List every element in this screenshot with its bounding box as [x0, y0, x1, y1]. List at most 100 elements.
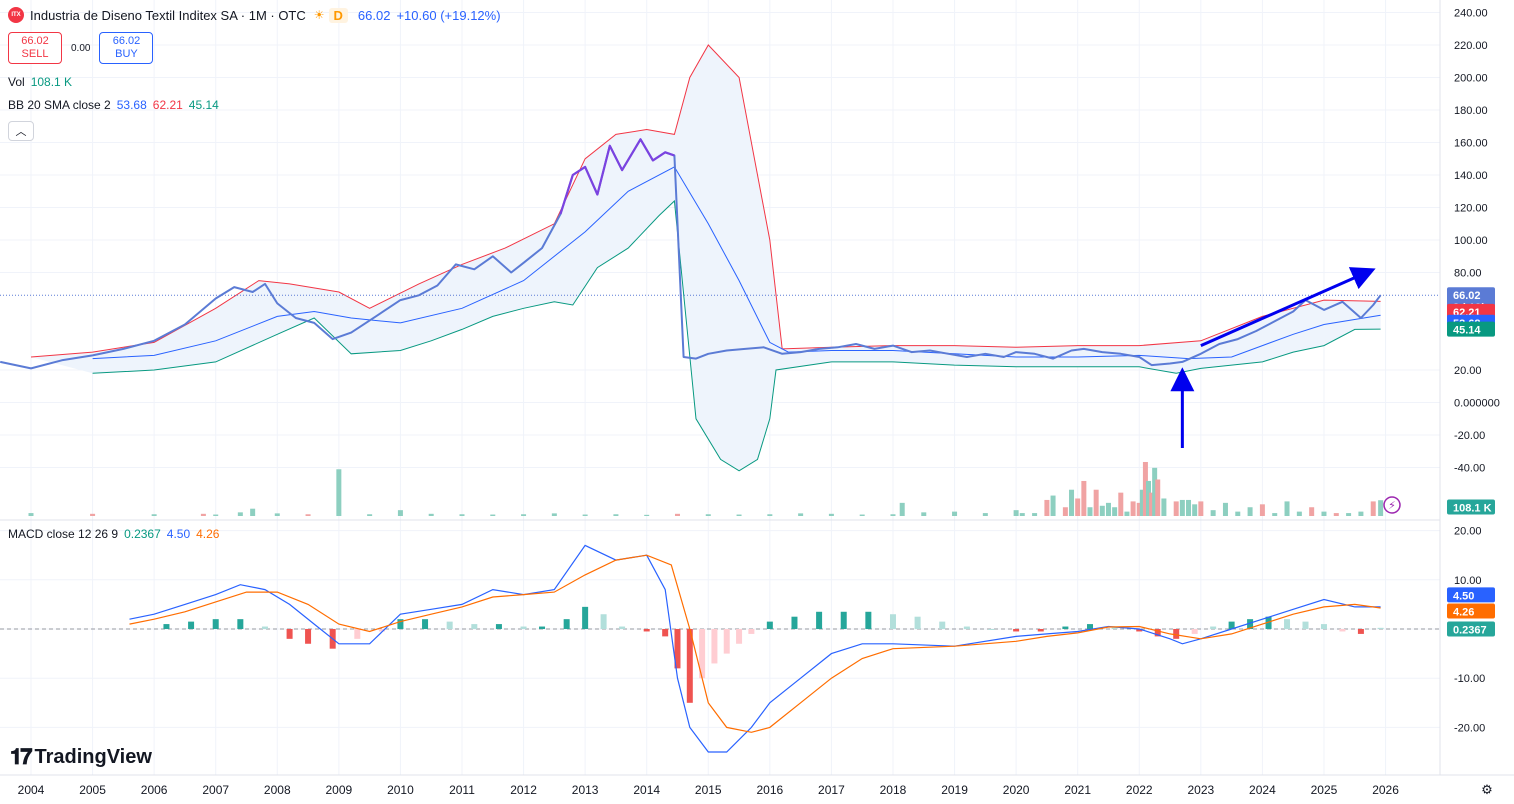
macd-legend[interactable]: MACD close 12 26 9 0.2367 4.50 4.26 — [8, 527, 219, 541]
sell-button[interactable]: 66.02 SELL — [8, 32, 62, 64]
collapse-legend-button[interactable]: ︿ — [8, 121, 34, 141]
bb-legend[interactable]: BB 20 SMA close 2 53.68 62.21 45.14 — [8, 98, 219, 112]
macd-histogram-bar — [643, 629, 650, 632]
volume-bar — [397, 510, 403, 516]
sell-label: SELL — [21, 48, 49, 60]
macd-histogram-bar — [791, 616, 798, 629]
price-axis-tick: 20.00 — [1454, 365, 1482, 377]
volume-bar — [1044, 499, 1050, 516]
company-logo-icon[interactable]: ITX — [8, 7, 24, 23]
time-axis-tick: 2022 — [1126, 783, 1153, 797]
symbol-title[interactable]: Industria de Diseno Textil Inditex SA · … — [30, 7, 306, 23]
signal-line-label-bg — [1447, 603, 1495, 619]
volume-legend[interactable]: Vol 108.1 K — [8, 75, 72, 89]
macd-histogram-bar — [1357, 629, 1364, 634]
macd-histogram-bar — [1228, 621, 1235, 629]
macd-histogram-bar — [354, 629, 361, 639]
time-axis-tick: 2005 — [79, 783, 106, 797]
time-axis-tick: 2015 — [695, 783, 722, 797]
volume-bar — [1032, 513, 1038, 516]
volume-bar — [250, 508, 256, 516]
volume-bar — [1124, 511, 1130, 516]
volume-bar — [1130, 501, 1136, 516]
macd-axis-tick: -10.00 — [1454, 673, 1485, 685]
volume-bar — [1142, 461, 1148, 516]
volume-bar — [1019, 513, 1025, 516]
sun-icon[interactable]: ☀ — [313, 8, 325, 22]
macd-histogram-bar — [446, 621, 453, 629]
volume-bar — [428, 513, 434, 516]
macd-histogram-bar — [1037, 629, 1044, 632]
macd-histogram-bar — [1339, 629, 1346, 632]
macd-histogram-bar — [1284, 619, 1291, 629]
macd-histogram-bar — [889, 614, 896, 629]
volume-bar — [1179, 499, 1185, 516]
volume-bar — [1198, 501, 1204, 516]
volume-bar — [1321, 511, 1327, 516]
macd-histogram-bar — [865, 611, 872, 629]
bb-upper-line — [30, 44, 1381, 358]
volume-bar — [705, 514, 711, 516]
macd-histogram-bar — [1013, 629, 1020, 632]
macd-histogram-bar — [163, 624, 170, 629]
volume-bar — [200, 513, 206, 516]
volume-bar — [921, 512, 927, 516]
volume-bar — [1192, 504, 1198, 516]
macd-histogram-bar — [1247, 619, 1254, 629]
settings-gear-icon[interactable]: ⚙ — [1481, 782, 1493, 797]
price-axis-tick: 0.000000 — [1454, 398, 1500, 410]
macd-histogram-bar — [723, 629, 730, 654]
volume-bar — [890, 514, 896, 516]
volume-bar — [1081, 480, 1087, 516]
signal-line-label-text: 4.26 — [1453, 607, 1474, 619]
lightning-icon-ring — [1383, 496, 1401, 514]
volume-bar — [899, 502, 905, 516]
time-axis-tick: 2024 — [1249, 783, 1276, 797]
macd-histogram-bar — [1173, 629, 1180, 639]
macd-histogram-bar — [563, 619, 570, 629]
bb-lower-value: 45.14 — [188, 98, 219, 112]
macd-histogram-bar — [686, 629, 693, 703]
macd-histogram-bar — [662, 629, 669, 637]
macd-histogram-bar — [305, 629, 312, 644]
time-axis-tick: 2017 — [818, 783, 845, 797]
time-axis-tick: 2023 — [1187, 783, 1214, 797]
macd-axis-tick: 20.00 — [1454, 526, 1482, 538]
macd-histogram-bar — [674, 629, 681, 669]
volume-label-text: 108.1 K — [1453, 503, 1492, 515]
time-axis-tick: 2006 — [141, 783, 168, 797]
tradingview-brand[interactable]: 𝟏𝟕 TradingView — [10, 744, 152, 770]
price-line — [0, 138, 1382, 370]
macd-histogram-bar — [1302, 621, 1309, 629]
buy-button[interactable]: 66.02 BUY — [99, 32, 154, 64]
macd-line — [129, 544, 1381, 753]
macd-histogram-bar — [619, 626, 626, 629]
bb-basis-value: 53.68 — [116, 98, 147, 112]
macd-histogram-bar — [261, 626, 268, 629]
annotation-arrows[interactable] — [1170, 267, 1376, 448]
macd-hist-value: 0.2367 — [124, 527, 161, 541]
macd-signal-value: 4.26 — [196, 527, 220, 541]
session-badge[interactable]: D — [328, 7, 348, 23]
volume-bar — [798, 513, 804, 516]
volume-bar — [1259, 504, 1265, 516]
time-axis-tick: 2021 — [1064, 783, 1091, 797]
macd-axis-tick: 10.00 — [1454, 575, 1482, 587]
volume-bar — [582, 514, 588, 516]
price-series — [0, 138, 1440, 370]
volume-bar — [1050, 495, 1056, 516]
macd-histogram-bar — [471, 624, 478, 629]
time-axis-tick: 2004 — [18, 783, 45, 797]
volume-bar — [1136, 502, 1142, 516]
time-axis-tick: 2007 — [202, 783, 229, 797]
macd-histogram-bar — [1062, 626, 1069, 629]
volume-bar — [736, 514, 742, 516]
volume-bar — [1358, 511, 1364, 516]
macd-histogram-bar — [914, 616, 921, 629]
annotation-arrow-1[interactable] — [1200, 267, 1376, 347]
volume-bar — [1152, 467, 1158, 516]
bb-label: BB 20 SMA close 2 — [8, 98, 111, 112]
price-axis-tick: 140.00 — [1454, 170, 1488, 182]
lightning-icon[interactable]: ⚡ — [1383, 496, 1401, 514]
